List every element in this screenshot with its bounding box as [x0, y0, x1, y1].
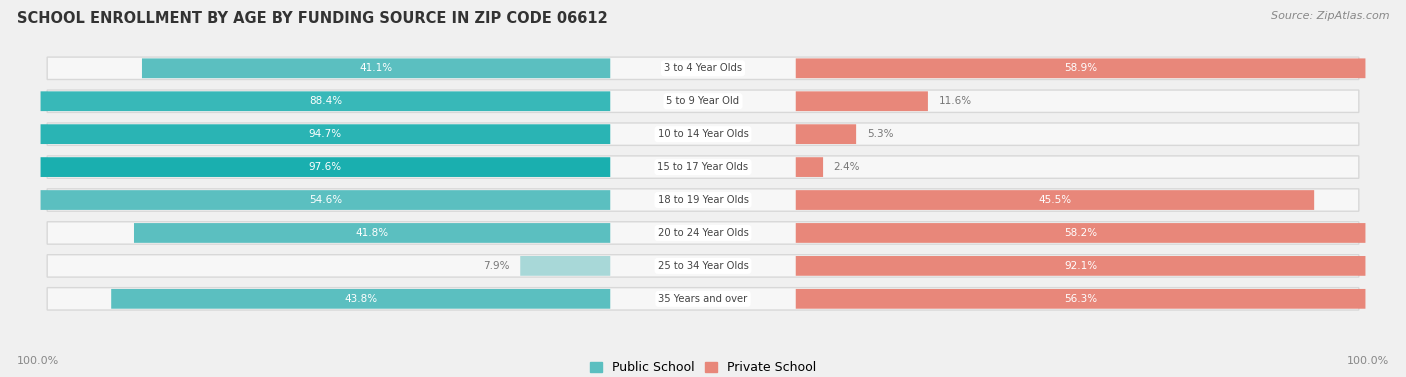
FancyBboxPatch shape: [111, 289, 610, 309]
Text: 56.3%: 56.3%: [1064, 294, 1097, 304]
Text: 41.1%: 41.1%: [360, 63, 392, 73]
FancyBboxPatch shape: [48, 288, 1358, 310]
Text: 88.4%: 88.4%: [309, 96, 342, 106]
Text: 11.6%: 11.6%: [939, 96, 972, 106]
FancyBboxPatch shape: [520, 256, 610, 276]
Text: 58.2%: 58.2%: [1064, 228, 1097, 238]
FancyBboxPatch shape: [41, 124, 610, 144]
Legend: Public School, Private School: Public School, Private School: [589, 361, 817, 374]
FancyBboxPatch shape: [41, 190, 610, 210]
Text: SCHOOL ENROLLMENT BY AGE BY FUNDING SOURCE IN ZIP CODE 06612: SCHOOL ENROLLMENT BY AGE BY FUNDING SOUR…: [17, 11, 607, 26]
Text: 41.8%: 41.8%: [356, 228, 388, 238]
Text: 10 to 14 Year Olds: 10 to 14 Year Olds: [658, 129, 748, 139]
Text: 94.7%: 94.7%: [309, 129, 342, 139]
Text: 100.0%: 100.0%: [1347, 356, 1389, 366]
FancyBboxPatch shape: [796, 58, 1365, 78]
FancyBboxPatch shape: [48, 189, 1358, 211]
FancyBboxPatch shape: [796, 190, 1315, 210]
Text: 92.1%: 92.1%: [1064, 261, 1097, 271]
Text: 20 to 24 Year Olds: 20 to 24 Year Olds: [658, 228, 748, 238]
Text: 5.3%: 5.3%: [866, 129, 893, 139]
FancyBboxPatch shape: [796, 157, 823, 177]
Text: 35 Years and over: 35 Years and over: [658, 294, 748, 304]
FancyBboxPatch shape: [796, 124, 856, 144]
FancyBboxPatch shape: [796, 256, 1365, 276]
FancyBboxPatch shape: [796, 289, 1365, 309]
Text: 100.0%: 100.0%: [17, 356, 59, 366]
FancyBboxPatch shape: [796, 91, 928, 111]
Text: 43.8%: 43.8%: [344, 294, 377, 304]
FancyBboxPatch shape: [48, 255, 1358, 277]
Text: 58.9%: 58.9%: [1064, 63, 1097, 73]
FancyBboxPatch shape: [134, 223, 610, 243]
Text: 15 to 17 Year Olds: 15 to 17 Year Olds: [658, 162, 748, 172]
FancyBboxPatch shape: [48, 57, 1358, 80]
FancyBboxPatch shape: [796, 223, 1365, 243]
Text: 2.4%: 2.4%: [834, 162, 860, 172]
FancyBboxPatch shape: [48, 222, 1358, 244]
Text: 45.5%: 45.5%: [1039, 195, 1071, 205]
FancyBboxPatch shape: [48, 123, 1358, 146]
Text: 7.9%: 7.9%: [484, 261, 509, 271]
Text: 3 to 4 Year Olds: 3 to 4 Year Olds: [664, 63, 742, 73]
Text: 25 to 34 Year Olds: 25 to 34 Year Olds: [658, 261, 748, 271]
FancyBboxPatch shape: [48, 90, 1358, 112]
Text: 18 to 19 Year Olds: 18 to 19 Year Olds: [658, 195, 748, 205]
FancyBboxPatch shape: [142, 58, 610, 78]
FancyBboxPatch shape: [41, 91, 610, 111]
Text: 5 to 9 Year Old: 5 to 9 Year Old: [666, 96, 740, 106]
Text: Source: ZipAtlas.com: Source: ZipAtlas.com: [1271, 11, 1389, 21]
Text: 54.6%: 54.6%: [309, 195, 342, 205]
FancyBboxPatch shape: [41, 157, 610, 177]
FancyBboxPatch shape: [48, 156, 1358, 178]
Text: 97.6%: 97.6%: [309, 162, 342, 172]
